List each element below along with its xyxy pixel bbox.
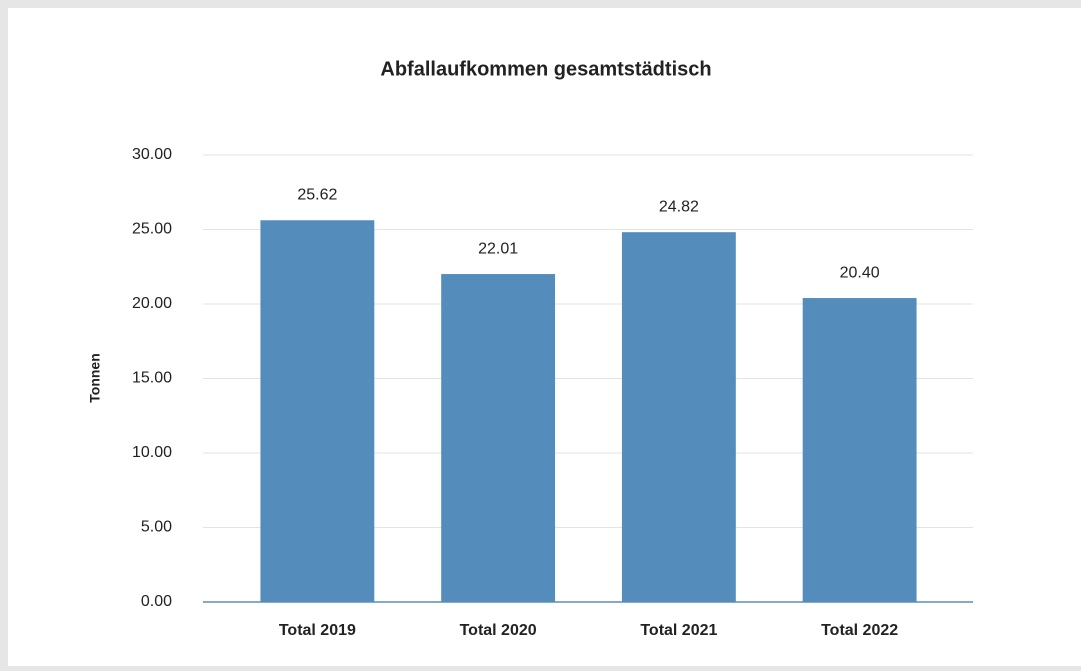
x-tick-label: Total 2022 xyxy=(821,622,898,639)
y-tick-label: 5.00 xyxy=(141,519,172,536)
x-tick-label: Total 2021 xyxy=(640,622,717,639)
y-tick-label: 20.00 xyxy=(132,295,172,312)
chart: Abfallaufkommen gesamtstädtisch Tonnen 0… xyxy=(87,58,973,639)
y-tick-label: 30.00 xyxy=(132,146,172,163)
y-axis-title: Tonnen xyxy=(87,353,103,403)
bar xyxy=(621,232,736,602)
data-label: 25.62 xyxy=(297,186,337,203)
y-tick-label: 0.00 xyxy=(141,593,172,610)
y-tick-label: 15.00 xyxy=(132,370,172,387)
bar xyxy=(802,298,917,602)
y-tick-label: 25.00 xyxy=(132,221,172,238)
x-tick-label: Total 2020 xyxy=(460,622,537,639)
data-label: 24.82 xyxy=(659,198,699,215)
chart-title: Abfallaufkommen gesamtstädtisch xyxy=(380,58,711,80)
data-label: 20.40 xyxy=(840,264,880,281)
x-tick-label: Total 2019 xyxy=(279,622,356,639)
y-tick-label: 10.00 xyxy=(132,444,172,461)
data-label: 22.01 xyxy=(478,240,518,257)
chart-frame: Abfallaufkommen gesamtstädtisch Tonnen 0… xyxy=(8,8,1081,666)
bar xyxy=(260,220,375,602)
bar xyxy=(441,274,556,602)
